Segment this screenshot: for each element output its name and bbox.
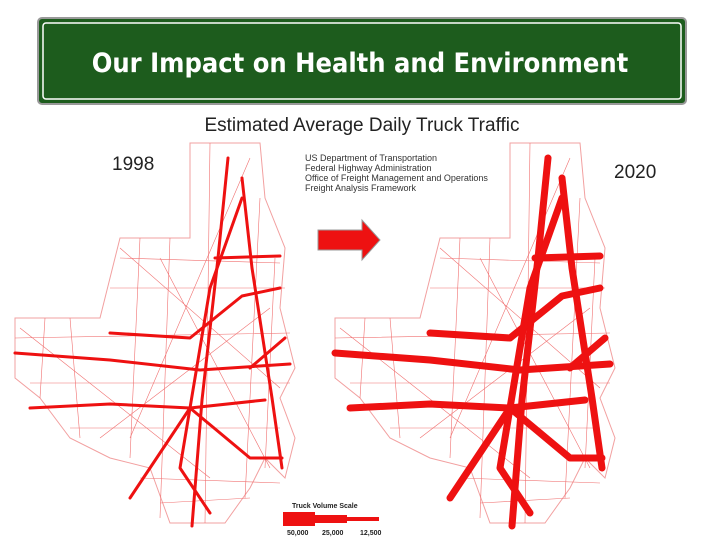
legend-title: Truck Volume Scale <box>292 503 358 510</box>
legend-swatch <box>315 515 347 523</box>
source-line: US Department of Transportation <box>305 153 437 163</box>
source-line: Office of Freight Management and Operati… <box>305 173 488 183</box>
title-sign <box>37 17 687 105</box>
arrow <box>317 218 381 262</box>
map-1998 <box>14 142 296 527</box>
legend-label: 12,500 <box>360 530 382 537</box>
source-line: Freight Analysis Framework <box>305 183 417 193</box>
subtitle: Estimated Average Daily Truck Traffic <box>204 115 519 136</box>
map-2020 <box>334 142 616 527</box>
title: Our Impact on Health and Environment <box>92 48 629 79</box>
legend-label: 25,000 <box>322 530 344 537</box>
sign-border <box>42 22 682 100</box>
legend-label: 50,000 <box>287 530 309 537</box>
source-note: US Department of Transportation Federal … <box>305 153 488 193</box>
legend-swatch <box>347 517 379 521</box>
legend: Truck Volume Scale 50,000 25,000 12,500 <box>283 503 382 537</box>
year-label: 2020 <box>614 162 656 183</box>
source-line: Federal Highway Administration <box>305 163 432 173</box>
year-label: 1998 <box>112 154 154 175</box>
legend-swatch <box>283 512 315 526</box>
